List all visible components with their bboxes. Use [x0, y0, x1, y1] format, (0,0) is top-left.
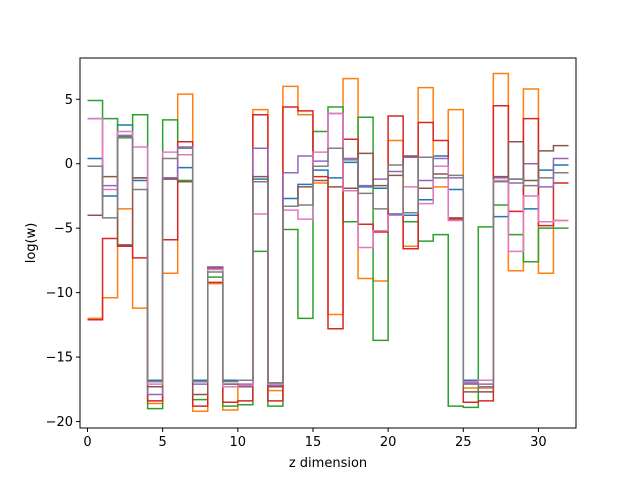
x-tick-label: 0 — [83, 435, 91, 450]
y-tick-label: −15 — [46, 351, 73, 366]
series-line-7 — [87, 112, 569, 388]
x-axis: 0 5 10 15 20 25 30 — [83, 428, 547, 450]
series-line-8 — [87, 137, 569, 385]
x-tick-label: 15 — [305, 435, 322, 450]
series-line-4 — [87, 104, 569, 407]
y-tick-label: −20 — [46, 415, 73, 430]
plot-frame — [79, 57, 577, 429]
y-tick-label: −10 — [46, 286, 73, 301]
x-axis-label: z dimension — [289, 456, 367, 471]
y-axis: 5 0 −5 −10 −15 −20 — [46, 93, 80, 430]
x-tick-label: 30 — [530, 435, 547, 450]
x-tick-label: 10 — [230, 435, 247, 450]
x-tick-label: 20 — [380, 435, 397, 450]
x-tick-label: 5 — [159, 435, 167, 450]
y-tick-label: 0 — [65, 157, 73, 172]
y-axis-label: log(w) — [24, 223, 39, 264]
x-tick-label: 25 — [455, 435, 472, 450]
series-line-6 — [87, 141, 569, 396]
y-tick-label: 5 — [65, 93, 73, 108]
series-layer — [87, 72, 569, 412]
y-tick-label: −5 — [54, 222, 73, 237]
